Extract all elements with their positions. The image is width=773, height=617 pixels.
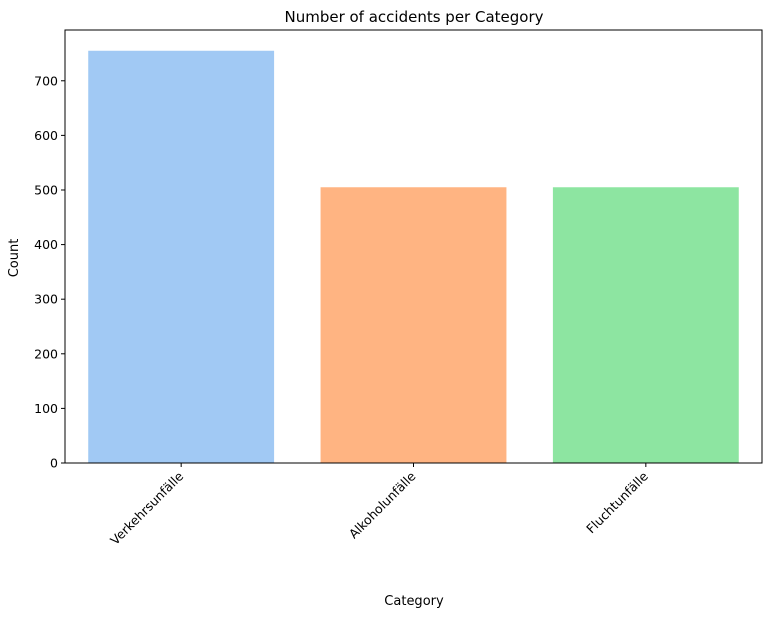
chart-title: Number of accidents per Category xyxy=(284,8,543,26)
y-axis-label: Count xyxy=(7,239,22,278)
y-tick-label-2: 200 xyxy=(34,346,58,361)
x-tick-label-2: Fluchtunfälle xyxy=(583,468,651,536)
x-axis-label: Category xyxy=(384,594,444,609)
y-tick-label-3: 300 xyxy=(34,292,58,307)
bar-1 xyxy=(320,187,507,464)
plot-area: 0 100 200 300 400 500 600 700 Verkehrsunfälle Alk… xyxy=(34,29,763,548)
y-tick-label-5: 500 xyxy=(34,182,58,197)
x-tick-label-1: Alkoholunfälle xyxy=(346,468,419,541)
y-tick-label-4: 400 xyxy=(34,237,58,252)
y-tick-label-1: 100 xyxy=(34,401,58,416)
y-tick-label-7: 700 xyxy=(34,73,58,88)
bar-2 xyxy=(552,187,739,464)
x-tick-label-0: Verkehrsunfälle xyxy=(107,468,186,547)
y-tick-label-0: 0 xyxy=(50,456,58,471)
y-tick-label-6: 600 xyxy=(34,128,58,143)
bar-0 xyxy=(88,50,275,463)
